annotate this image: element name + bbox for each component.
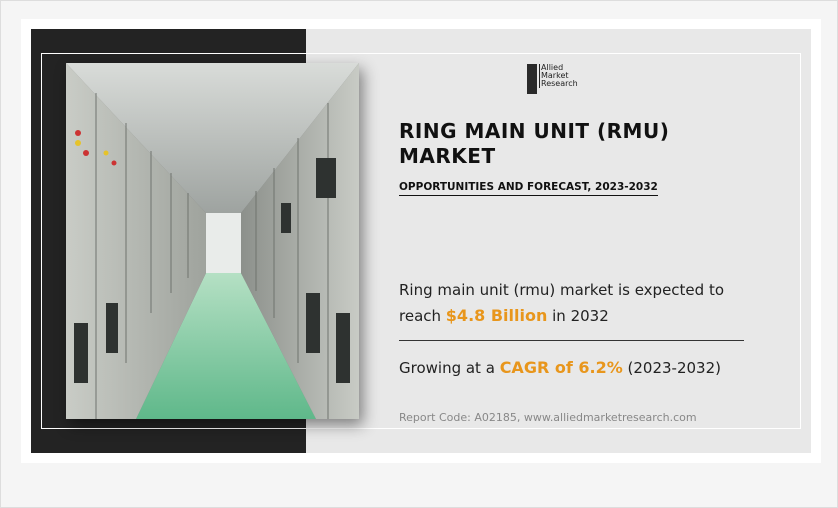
text: Ring main unit (rmu) market is expected … xyxy=(399,281,725,325)
logo-line: Market xyxy=(541,71,569,80)
subtitle: OPPORTUNITIES AND FORECAST, 2023-2032 xyxy=(399,181,658,196)
title-line: MARKET xyxy=(399,144,496,168)
logo: Allied Market Research xyxy=(527,64,578,94)
logo-line: Allied xyxy=(541,63,564,72)
title-line: RING MAIN UNIT (RMU) xyxy=(399,119,670,143)
divider xyxy=(399,340,744,341)
highlight: CAGR of 6.2% xyxy=(499,358,623,377)
report-code: Report Code: A02185, www.alliedmarketres… xyxy=(399,411,697,424)
frame xyxy=(41,53,801,429)
text: in 2032 xyxy=(552,307,609,325)
highlight: $4.8 Billion xyxy=(445,306,548,325)
text: Growing at a xyxy=(399,359,495,377)
photo xyxy=(66,63,359,419)
logo-line: Research xyxy=(541,79,578,88)
logo-text: Allied Market Research xyxy=(539,64,578,88)
market-text: Ring main unit (rmu) market is expected … xyxy=(399,278,739,329)
logo-mark xyxy=(527,64,537,94)
text: (2023-2032) xyxy=(627,359,721,377)
growth-text: Growing at a CAGR of 6.2% (2023-2032) xyxy=(399,358,721,377)
